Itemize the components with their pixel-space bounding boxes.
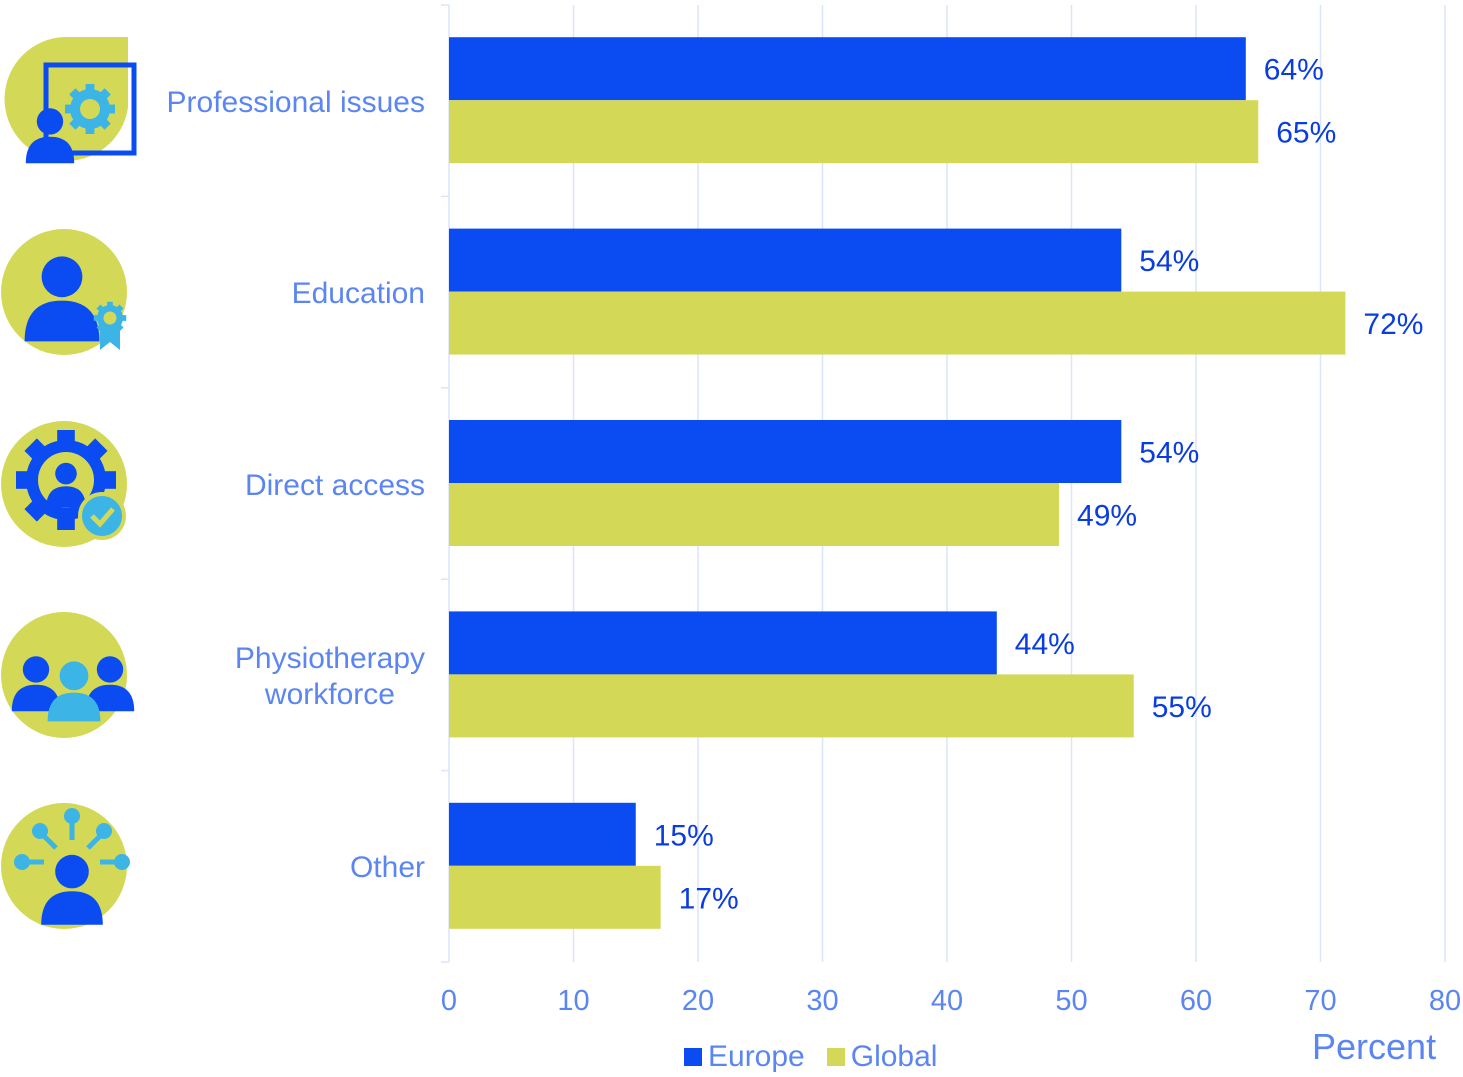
category-label-line: Professional issues [166,85,425,119]
data-label: 44% [1015,628,1075,661]
bar-global [449,674,1134,738]
category-label-line: Other [349,851,425,885]
bar-europe [449,611,997,675]
data-label: 49% [1077,500,1137,533]
axis-unit-label: Percent [1312,1026,1437,1067]
category-label: Education [292,276,425,312]
legend-swatch-global [826,1048,845,1066]
x-tick-label: 50 [1055,985,1087,1017]
bar-global [449,291,1346,355]
gear-user-check-icon [0,414,140,554]
bar-global [449,865,661,929]
legend: Europe Global [684,1040,959,1074]
category-label-line: workforce [264,677,395,711]
data-label: 54% [1139,245,1199,278]
bar-global [449,100,1259,164]
bar-global [449,483,1060,546]
legend-swatch-europe [684,1048,702,1066]
legend-label-global: Global [850,1040,938,1073]
user-award-icon [0,222,140,362]
x-tick-label: 20 [682,985,714,1017]
presentation-gear-icon [0,31,140,171]
x-tick-label: 0 [441,985,457,1017]
bar-europe [449,802,636,866]
data-label: 55% [1152,691,1212,724]
legend-item-global: Global [826,1040,938,1074]
bar-europe [449,420,1122,483]
bar-europe [449,37,1246,101]
data-label: 17% [679,882,739,915]
legend-label-europe: Europe [708,1040,805,1073]
user-network-icon [0,796,140,936]
x-tick-label: 40 [931,985,963,1017]
category-label-line: Physiotherapy [234,641,425,675]
data-label: 54% [1139,437,1199,470]
x-tick-label: 60 [1180,985,1212,1017]
group-users-icon [0,605,140,745]
x-tick-label: 70 [1304,985,1336,1017]
category-label-line: Direct access [244,468,425,502]
legend-item-europe: Europe [684,1040,805,1074]
category-label-line: Education [291,277,425,311]
x-tick-label: 10 [557,985,589,1017]
category-label: Physiotherapy workforce [235,641,425,713]
data-label: 64% [1264,54,1324,87]
category-label: Professional issues [167,85,425,121]
category-label: Other [350,850,425,886]
data-label: 72% [1363,308,1423,341]
bar-europe [449,228,1122,292]
x-tick-label: 30 [806,985,838,1017]
data-label: 15% [654,819,714,852]
data-label: 65% [1276,117,1336,150]
category-label: Direct access [245,468,425,504]
x-tick-label: 80 [1429,985,1461,1017]
